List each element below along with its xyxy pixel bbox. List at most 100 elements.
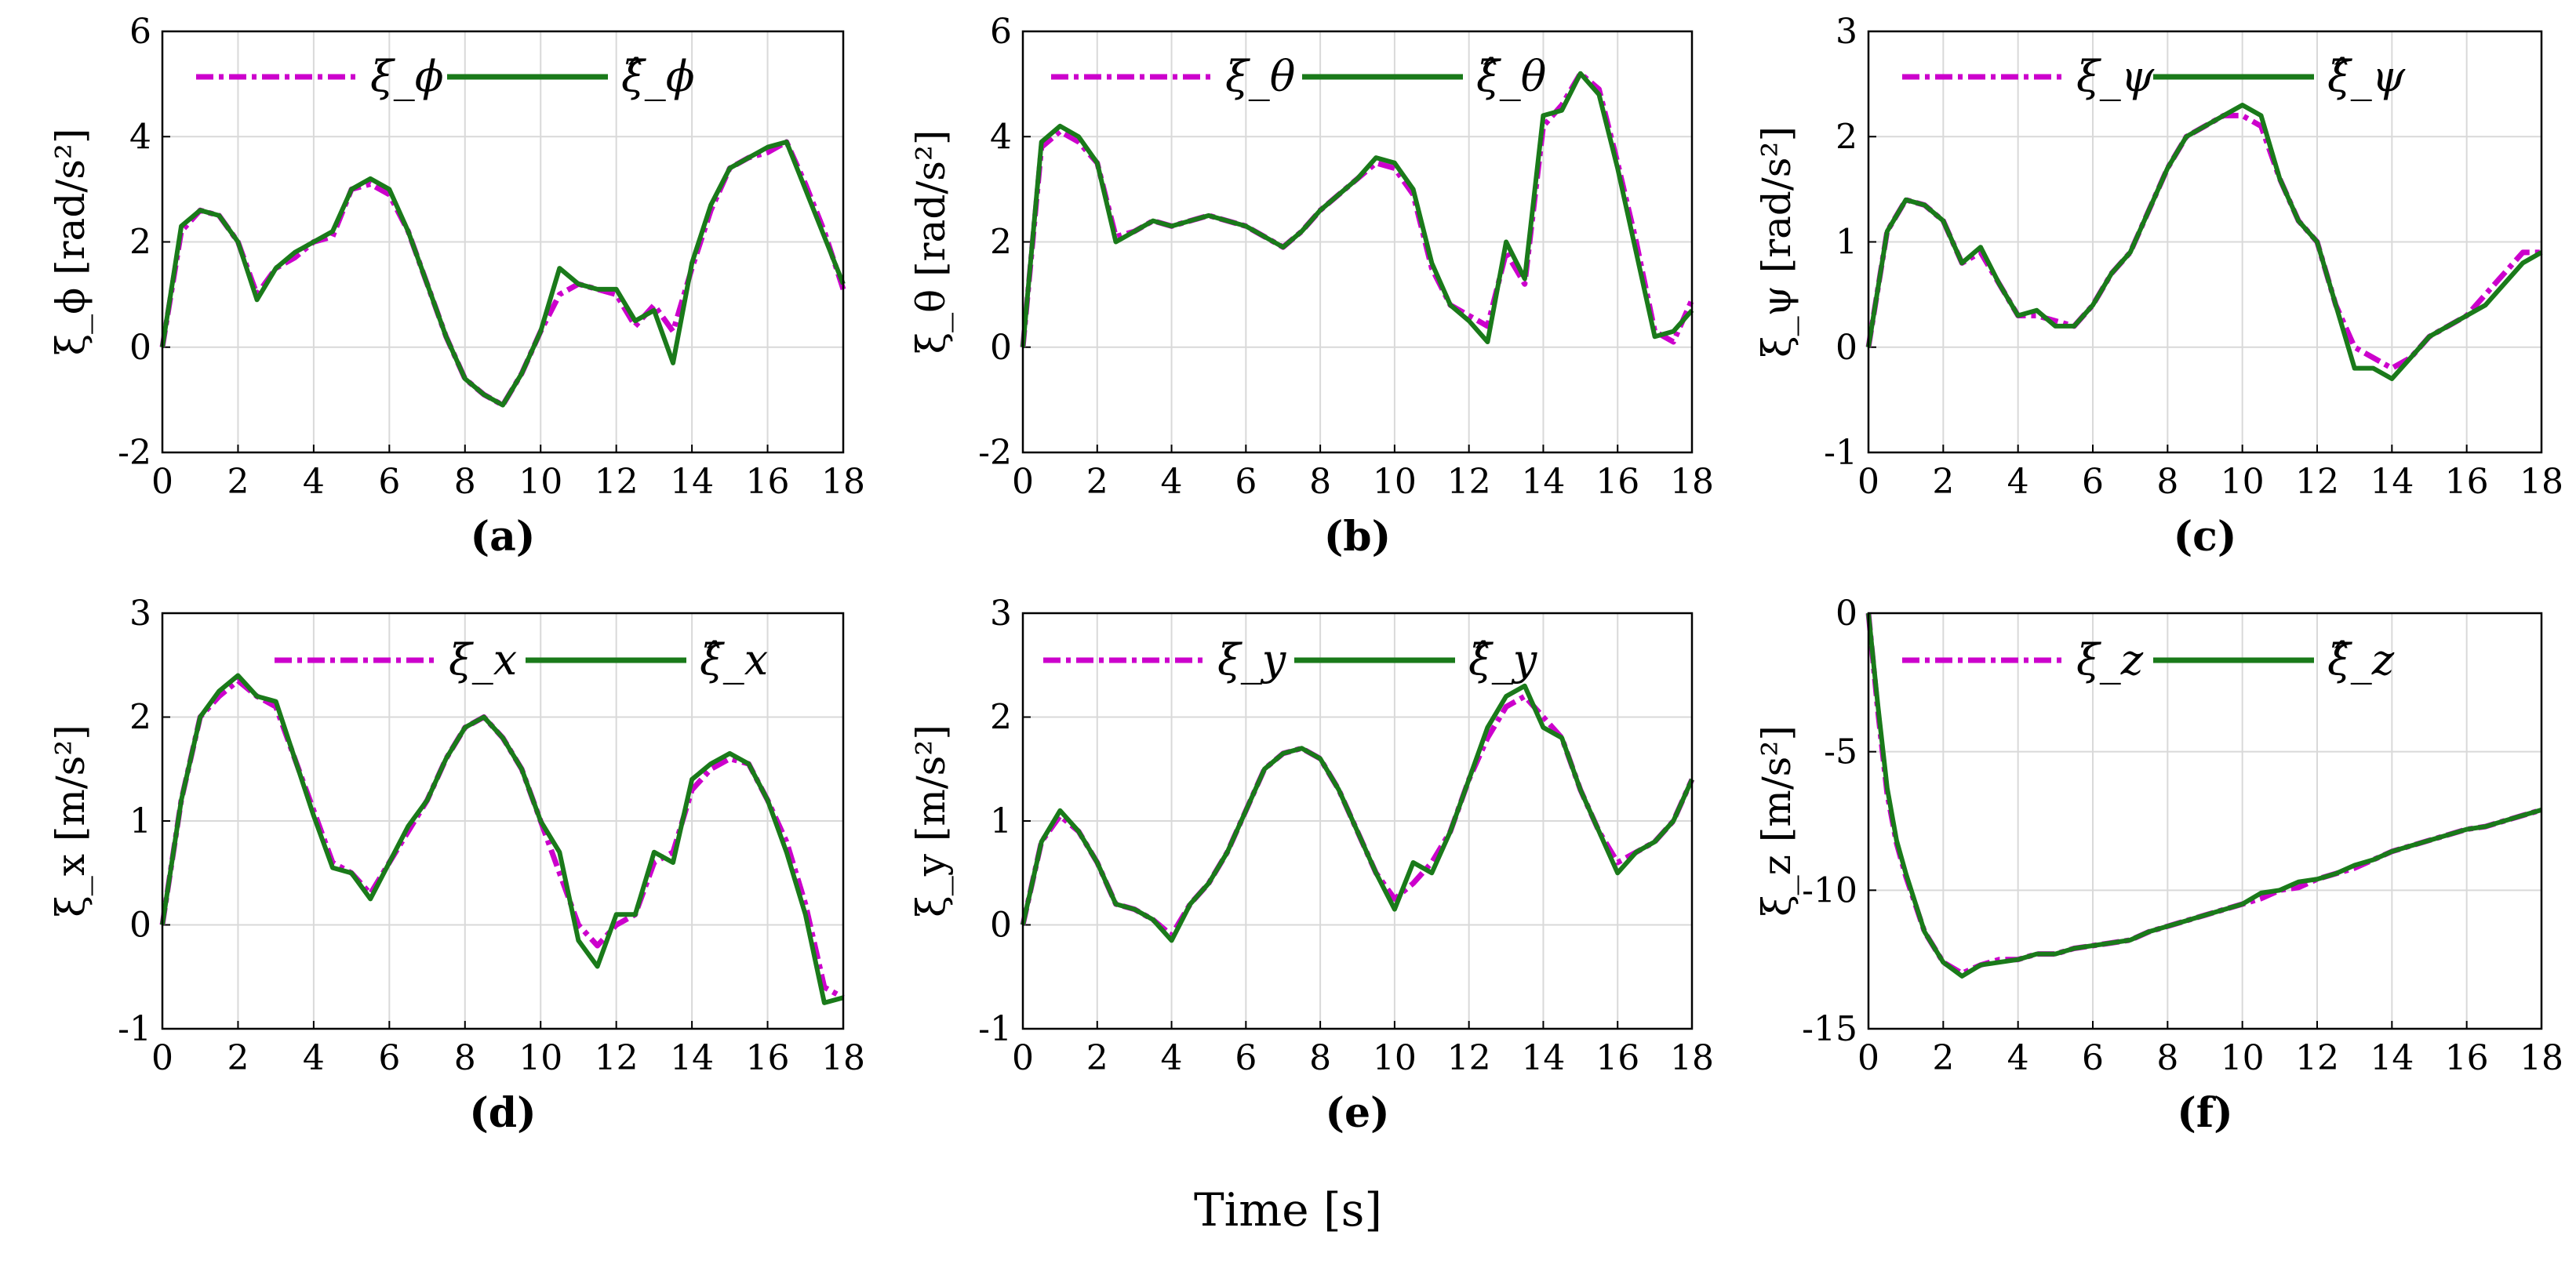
x-tick-label: 0: [1857, 462, 1879, 502]
x-tick-label: 14: [2370, 1038, 2414, 1078]
x-tick-label: 8: [454, 1038, 476, 1078]
y-tick-label: 2: [990, 698, 1012, 738]
chart-panel-6: 0 2 4 6 8 10 12 14 16 18 -15 -10 -5 0 ξ_z [m/s²] ξ_z ξ̂_…: [1754, 594, 2563, 1137]
y-tick-label: -5: [1824, 732, 1857, 772]
panel-label: (f): [2177, 1089, 2233, 1137]
x-tick-label: 18: [821, 462, 865, 502]
series-estimated-line: [1021, 71, 1694, 348]
series-estimated-line: [160, 673, 844, 1005]
y-tick-label: 0: [129, 328, 151, 368]
y-tick-label: 0: [990, 328, 1012, 368]
y-tick-label: 2: [990, 223, 1012, 263]
x-tick-label: 2: [227, 1038, 249, 1078]
x-tick-label: 8: [2156, 1038, 2178, 1078]
x-tick-label: 6: [2082, 462, 2104, 502]
x-tick-label: 8: [1309, 462, 1331, 502]
y-tick-label: 0: [1836, 594, 1857, 634]
x-tick-label: 16: [2445, 1038, 2489, 1078]
y-tick-label: -1: [978, 1009, 1012, 1049]
y-tick-label: 0: [1836, 328, 1857, 368]
y-tick-label: 4: [129, 117, 151, 157]
x-tick-label: 12: [2295, 462, 2339, 502]
x-tick-label: 4: [2007, 462, 2029, 502]
x-tick-label: 14: [2370, 462, 2414, 502]
y-tick-label: 2: [1836, 117, 1857, 157]
y-tick-label: -2: [118, 433, 151, 473]
legend: ξ_z ξ̂_z: [1902, 635, 2395, 685]
x-tick-label: 6: [378, 462, 400, 502]
x-tick-label: 14: [670, 462, 714, 502]
x-tick-label: 6: [1235, 1038, 1257, 1078]
y-axis-label: ξ_θ [rad/s²]: [908, 130, 954, 354]
panel-label: (c): [2174, 513, 2237, 561]
x-tick-label: 18: [2520, 1038, 2563, 1078]
legend-measured-label: ξ_ψ: [2076, 52, 2155, 101]
series-measured-line: [1865, 612, 2542, 976]
legend-measured-label: ξ_z: [2076, 635, 2144, 685]
panel-label: (d): [469, 1089, 537, 1137]
y-axis-label: ξ_ψ [rad/s²]: [1754, 126, 1799, 358]
y-tick-label: 3: [129, 594, 151, 634]
x-tick-label: 18: [821, 1038, 865, 1078]
y-tick-label: 1: [129, 801, 151, 841]
y-axis-label: ξ_z [m/s²]: [1754, 725, 1799, 917]
x-tick-label: 18: [2520, 462, 2563, 502]
series-measured-line: [1020, 71, 1695, 348]
legend-estimated-label: ξ̂_x: [700, 635, 768, 685]
x-tick-label: 6: [378, 1038, 400, 1078]
series-estimated-line: [1021, 683, 1694, 943]
x-tick-label: 4: [303, 1038, 325, 1078]
x-tick-label: 2: [1086, 1038, 1108, 1078]
x-tick-label: 12: [1447, 1038, 1491, 1078]
y-tick-label: -1: [1824, 433, 1857, 473]
y-tick-label: 0: [990, 906, 1012, 946]
x-tick-label: 4: [1161, 462, 1183, 502]
x-tick-label: 14: [670, 1038, 714, 1078]
x-tick-label: 14: [1521, 1038, 1565, 1078]
x-tick-label: 8: [454, 462, 476, 502]
x-tick-label: 16: [1595, 462, 1639, 502]
y-tick-label: 6: [129, 12, 151, 52]
y-axis-label: ξ_ϕ [rad/s²]: [48, 129, 93, 356]
series-measured-line: [159, 139, 846, 409]
legend: ξ_ϕ ξ̂_ϕ: [196, 52, 695, 101]
panel-label: (e): [1325, 1089, 1389, 1137]
x-tick-label: 16: [1595, 1038, 1639, 1078]
x-tick-label: 0: [151, 462, 173, 502]
axes-box: [161, 612, 845, 1030]
x-tick-label: 10: [1373, 462, 1417, 502]
x-tick-label: 8: [2156, 462, 2178, 502]
x-tick-label: 10: [2221, 462, 2265, 502]
x-tick-label: 12: [595, 1038, 639, 1078]
y-tick-label: -1: [118, 1009, 151, 1049]
legend-estimated-label: ξ̂_y: [1468, 635, 1538, 685]
series-estimated-line: [1866, 103, 2543, 381]
x-tick-label: 4: [303, 462, 325, 502]
y-tick-label: 4: [990, 117, 1012, 157]
y-tick-label: 2: [129, 223, 151, 263]
axes-box: [1021, 612, 1694, 1030]
x-tick-label: 10: [518, 462, 562, 502]
series-estimated-line: [160, 140, 846, 408]
x-tick-label: 6: [2082, 1038, 2104, 1078]
y-axis-label: ξ_x [m/s²]: [48, 725, 93, 917]
x-tick-label: 2: [1932, 1038, 1954, 1078]
axes-box: [1867, 612, 2543, 1030]
legend-measured-label: ξ_θ: [1225, 52, 1295, 101]
x-tick-label: 16: [746, 1038, 790, 1078]
panel-label: (b): [1324, 513, 1392, 561]
x-tick-label: 2: [1932, 462, 1954, 502]
x-tick-label: 12: [1447, 462, 1491, 502]
legend-measured-label: ξ_y: [1217, 635, 1287, 685]
y-tick-label: 0: [129, 906, 151, 946]
x-tick-label: 6: [1235, 462, 1257, 502]
x-tick-label: 0: [1012, 462, 1034, 502]
y-tick-label: 3: [990, 594, 1012, 634]
x-tick-label: 0: [151, 1038, 173, 1078]
